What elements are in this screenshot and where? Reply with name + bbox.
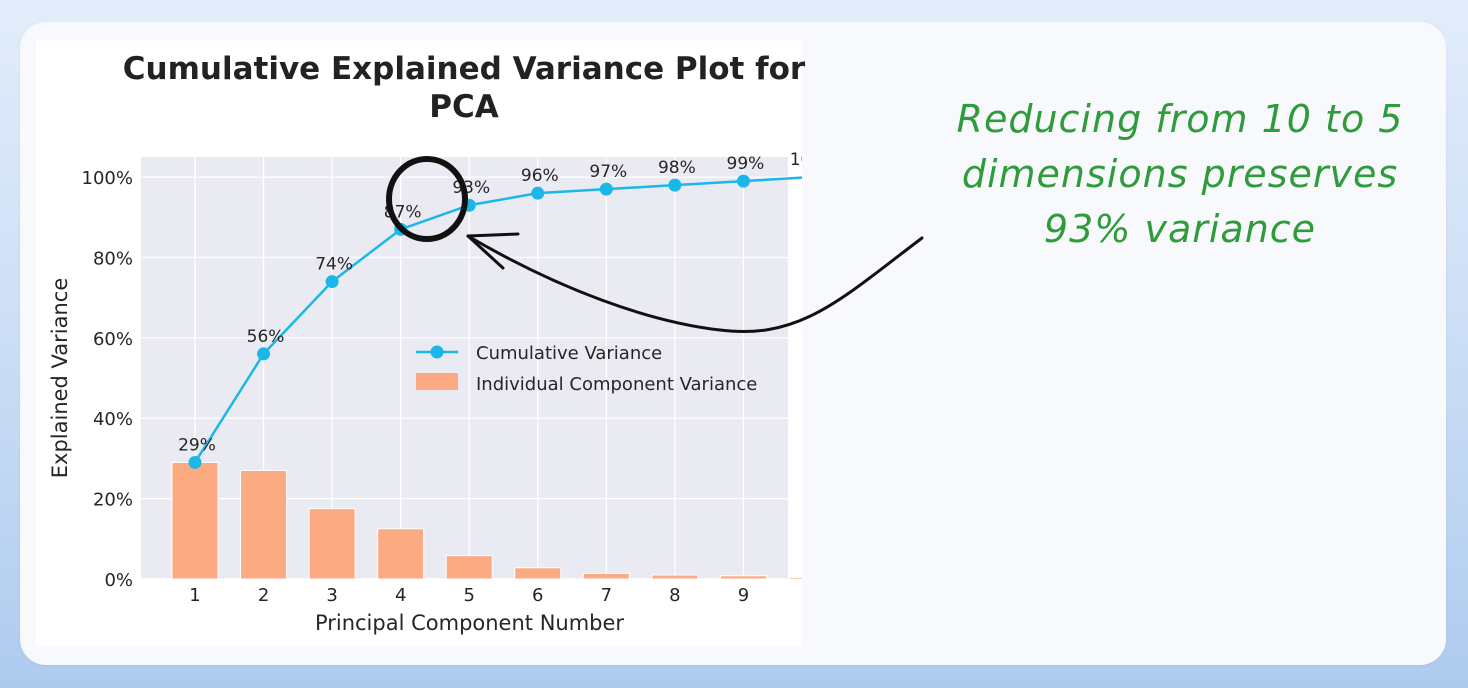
data-label: 29% (178, 435, 216, 455)
y-tick-label: 80% (93, 248, 133, 269)
x-tick-label: 3 (326, 585, 337, 606)
plot-area (141, 157, 788, 579)
y-axis-label: Explained Variance (48, 278, 72, 479)
x-tick-label: 5 (463, 585, 474, 606)
bar-component-9 (719, 575, 767, 580)
cumulative-point-6 (531, 186, 545, 200)
cumulative-point-3 (325, 275, 339, 289)
x-tick-label: 2 (258, 585, 269, 606)
x-axis-label: Principal Component Number (315, 611, 624, 635)
bar-component-1 (171, 461, 219, 580)
bar-component-4 (377, 528, 425, 580)
data-label: 93% (452, 178, 490, 198)
x-tick-label: 4 (395, 585, 406, 606)
cumulative-point-7 (599, 182, 613, 196)
bar-component-2 (240, 469, 288, 580)
chart-title: Cumulative Explained Variance Plot for P… (122, 51, 806, 125)
y-tick-label: 40% (93, 409, 133, 430)
y-tick-label: 100% (82, 168, 133, 189)
cumulative-point-1 (188, 455, 202, 469)
annotation-text: Reducing from 10 to 5 dimensions preserv… (956, 97, 1404, 251)
cumulative-point-2 (257, 347, 271, 361)
x-tick-label: 9 (738, 585, 749, 606)
legend-label-individual: Individual Component Variance (476, 374, 757, 395)
data-label: 99% (727, 154, 765, 174)
bar-component-8 (651, 574, 699, 580)
data-label: 98% (658, 158, 696, 178)
data-label: 97% (589, 162, 627, 182)
data-label: 74% (315, 255, 353, 275)
cumulative-point-5 (462, 198, 476, 212)
data-label: 56% (247, 327, 285, 347)
bar-component-3 (308, 508, 356, 580)
y-tick-label: 20% (93, 490, 133, 511)
x-tick-label: 7 (601, 585, 612, 606)
cumulative-point-9 (736, 174, 750, 188)
cumulative-line (193, 176, 802, 464)
x-tick-label: 6 (532, 585, 543, 606)
chart-figure: 0% 20% 40% 60% 80% 100% 1 2 3 4 5 6 7 8 9 10 29% 56% 74% 87… (36, 40, 805, 646)
y-tick-label: 60% (93, 329, 133, 350)
bar-component-5 (445, 555, 493, 580)
y-tick-label: 0% (104, 570, 133, 591)
legend-label-cumulative: Cumulative Variance (476, 343, 662, 364)
x-tick-label: 8 (669, 585, 680, 606)
data-label: 100% (790, 150, 802, 170)
legend-line-marker (430, 345, 444, 359)
cumulative-point-4 (394, 222, 408, 236)
x-tick-label: 10 (801, 585, 802, 606)
bar-component-6 (514, 567, 562, 580)
chart-svg: 0% 20% 40% 60% 80% 100% 1 2 3 4 5 6 7 8 9 10 29% 56% 74% 87… (48, 150, 802, 635)
bar-component-10 (788, 576, 802, 580)
data-label: 87% (384, 202, 422, 222)
legend-bar-swatch (416, 373, 458, 390)
cumulative-point-8 (668, 178, 682, 192)
x-tick-label: 1 (189, 585, 200, 606)
bar-component-7 (582, 572, 630, 580)
data-label: 96% (521, 166, 559, 186)
